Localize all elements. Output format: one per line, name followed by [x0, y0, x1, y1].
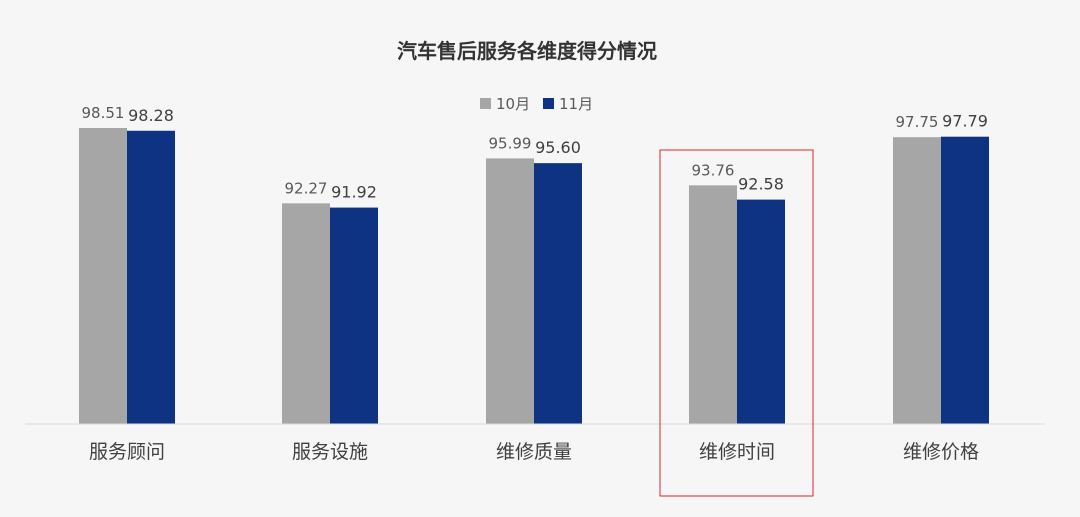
value-label-oct-1: 92.27	[285, 179, 328, 197]
chart-title: 汽车售后服务各维度得分情况	[397, 39, 657, 63]
value-label-oct-0: 98.51	[82, 104, 125, 122]
bar-nov-2	[534, 163, 582, 424]
highlight-box	[659, 149, 814, 497]
legend-label-11: 11月	[559, 95, 593, 113]
legend: 10月 11月	[480, 95, 593, 113]
bar-oct-1	[282, 203, 330, 424]
bar-nov-4	[941, 136, 989, 424]
bar-nov-0	[127, 130, 175, 424]
category-label-repair-price: 维修价格	[903, 441, 979, 463]
bar-nov-3	[737, 199, 785, 424]
bar-oct-2	[486, 158, 534, 424]
value-label-nov-1: 91.92	[331, 183, 377, 202]
value-label-nov-4: 97.79	[942, 112, 988, 131]
bar-oct-4	[893, 137, 941, 424]
value-label-nov-0: 98.28	[128, 106, 174, 125]
category-label-service-advisor: 服务顾问	[89, 441, 165, 463]
bar-oct-0	[79, 127, 127, 424]
legend-swatch-10	[480, 98, 491, 109]
value-label-oct-2: 95.99	[489, 134, 532, 152]
bar-oct-3	[689, 185, 737, 424]
category-label-service-facility: 服务设施	[292, 441, 368, 463]
category-label-repair-time: 维修时间	[699, 441, 775, 463]
value-label-oct-4: 97.75	[896, 113, 939, 131]
bar-nov-1	[330, 207, 378, 424]
value-label-nov-2: 95.60	[535, 138, 581, 157]
value-label-oct-3: 93.76	[692, 161, 735, 179]
bars-group	[79, 127, 989, 424]
category-labels: 服务顾问 服务设施 维修质量 维修时间 维修价格	[89, 441, 979, 463]
value-label-nov-3: 92.58	[738, 175, 784, 194]
value-labels-group: 98.51 98.28 92.27 91.92 95.99 95.60 93.7692.58…	[82, 104, 988, 202]
legend-swatch-11	[543, 98, 554, 109]
category-label-repair-quality: 维修质量	[496, 441, 572, 463]
legend-label-10: 10月	[496, 95, 530, 113]
